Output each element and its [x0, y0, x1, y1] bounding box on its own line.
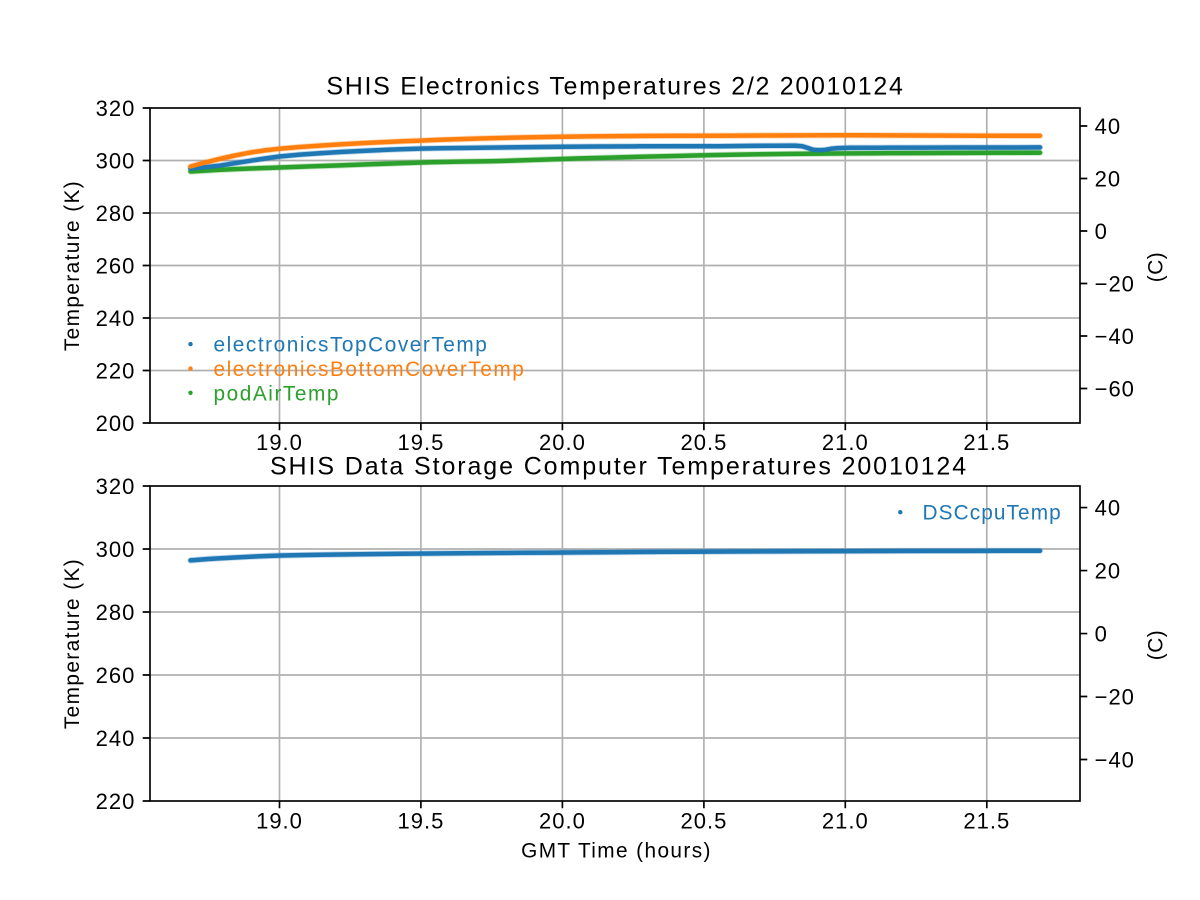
- svg-text:20.5: 20.5: [680, 430, 727, 455]
- svg-text:SHIS Data Storage Computer Tem: SHIS Data Storage Computer Temperatures …: [270, 453, 968, 481]
- svg-text:220: 220: [96, 358, 136, 383]
- svg-text:electronicsTopCoverTemp: electronicsTopCoverTemp: [214, 334, 489, 357]
- svg-text:−40: −40: [1095, 747, 1135, 772]
- svg-text:0: 0: [1095, 219, 1108, 244]
- svg-text:20.5: 20.5: [680, 808, 727, 833]
- svg-text:260: 260: [96, 253, 136, 278]
- svg-text:20: 20: [1095, 559, 1121, 584]
- svg-text:240: 240: [96, 306, 136, 331]
- svg-text:240: 240: [96, 726, 136, 751]
- svg-text:320: 320: [96, 96, 136, 121]
- svg-text:GMT Time (hours): GMT Time (hours): [521, 840, 712, 863]
- svg-text:200: 200: [96, 411, 136, 436]
- svg-text:podAirTemp: podAirTemp: [214, 382, 340, 405]
- svg-text:20.0: 20.0: [539, 430, 586, 455]
- svg-text:Temperature (K): Temperature (K): [61, 558, 84, 729]
- svg-text:40: 40: [1095, 496, 1121, 521]
- svg-text:(C): (C): [1145, 252, 1168, 282]
- svg-text:21.0: 21.0: [822, 808, 869, 833]
- svg-text:19.5: 19.5: [397, 808, 444, 833]
- svg-text:20: 20: [1095, 166, 1121, 191]
- svg-text:19.5: 19.5: [397, 430, 444, 455]
- svg-text:−40: −40: [1095, 324, 1135, 349]
- svg-text:20.0: 20.0: [539, 808, 586, 833]
- svg-text:19.0: 19.0: [256, 430, 303, 455]
- svg-text:280: 280: [96, 600, 136, 625]
- svg-text:DSCcpuTemp: DSCcpuTemp: [923, 501, 1062, 524]
- svg-text:(C): (C): [1145, 630, 1168, 660]
- svg-text:260: 260: [96, 663, 136, 688]
- svg-text:0: 0: [1095, 622, 1108, 647]
- svg-text:19.0: 19.0: [256, 808, 303, 833]
- svg-text:−20: −20: [1095, 271, 1135, 296]
- svg-text:21.0: 21.0: [822, 430, 869, 455]
- svg-text:−60: −60: [1095, 376, 1135, 401]
- svg-text:220: 220: [96, 789, 136, 814]
- svg-text:300: 300: [96, 148, 136, 173]
- svg-text:21.5: 21.5: [963, 808, 1010, 833]
- svg-text:−20: −20: [1095, 684, 1135, 709]
- svg-text:electronicsBottomCoverTemp: electronicsBottomCoverTemp: [214, 358, 526, 381]
- svg-text:21.5: 21.5: [963, 430, 1010, 455]
- svg-text:280: 280: [96, 201, 136, 226]
- svg-text:40: 40: [1095, 114, 1121, 139]
- svg-text:SHIS Electronics Temperatures: SHIS Electronics Temperatures 2/2 200101…: [326, 73, 904, 101]
- svg-text:320: 320: [96, 474, 136, 499]
- svg-text:Temperature (K): Temperature (K): [61, 180, 84, 351]
- svg-text:300: 300: [96, 537, 136, 562]
